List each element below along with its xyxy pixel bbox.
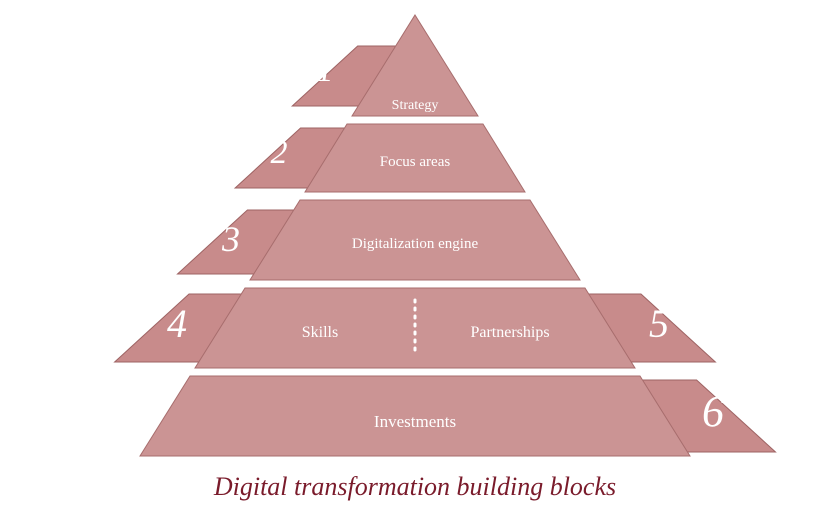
- caption: Digital transformation building blocks: [0, 472, 830, 502]
- pyramid-diagram: Strategy Focus areas Digitalization engine…: [0, 0, 830, 522]
- number-5: 5: [634, 300, 684, 347]
- tier-3-label: Digitalization engine: [265, 236, 565, 253]
- number-6: 6: [688, 386, 738, 437]
- tier-2-label: Focus areas: [265, 154, 565, 171]
- tier-1-label: Strategy: [265, 98, 565, 114]
- tier-4-right-label: Partnerships: [430, 324, 590, 342]
- tier-5-label: Investments: [265, 412, 565, 432]
- number-1: 1: [300, 52, 350, 90]
- number-4: 4: [152, 300, 202, 347]
- number-2: 2: [254, 134, 304, 172]
- tier-4-left-label: Skills: [250, 324, 390, 342]
- pyramid-svg: [0, 0, 830, 522]
- number-3: 3: [206, 218, 256, 260]
